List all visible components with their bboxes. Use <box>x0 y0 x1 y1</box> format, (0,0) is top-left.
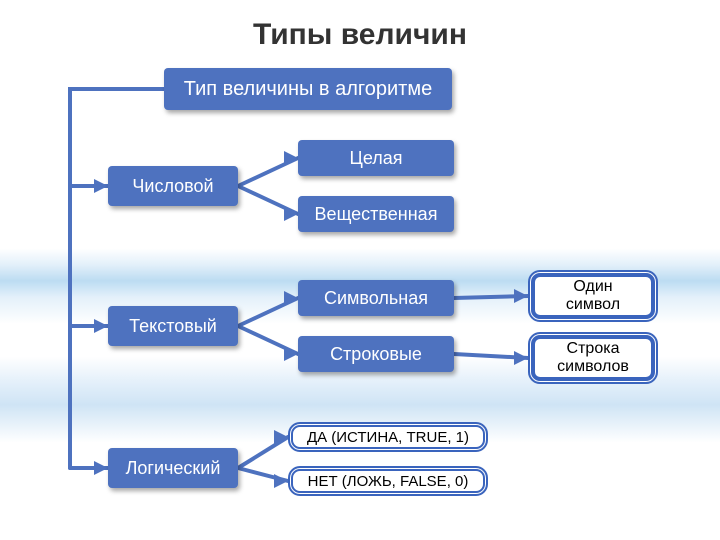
node-text: Текстовый <box>108 306 238 346</box>
node-char: Символьная <box>298 280 454 316</box>
node-true: ДА (ИСТИНА, TRUE, 1) <box>288 422 488 452</box>
node-real: Вещественная <box>298 196 454 232</box>
node-num: Числовой <box>108 166 238 206</box>
node-strch: Строка символов <box>528 332 658 384</box>
node-false: НЕТ (ЛОЖЬ, FALSE, 0) <box>288 466 488 496</box>
page-title: Типы величин <box>0 18 720 52</box>
node-string: Строковые <box>298 336 454 372</box>
node-root: Тип величины в алгоритме <box>164 68 452 110</box>
node-logic: Логический <box>108 448 238 488</box>
node-int: Целая <box>298 140 454 176</box>
node-onech: Один символ <box>528 270 658 322</box>
